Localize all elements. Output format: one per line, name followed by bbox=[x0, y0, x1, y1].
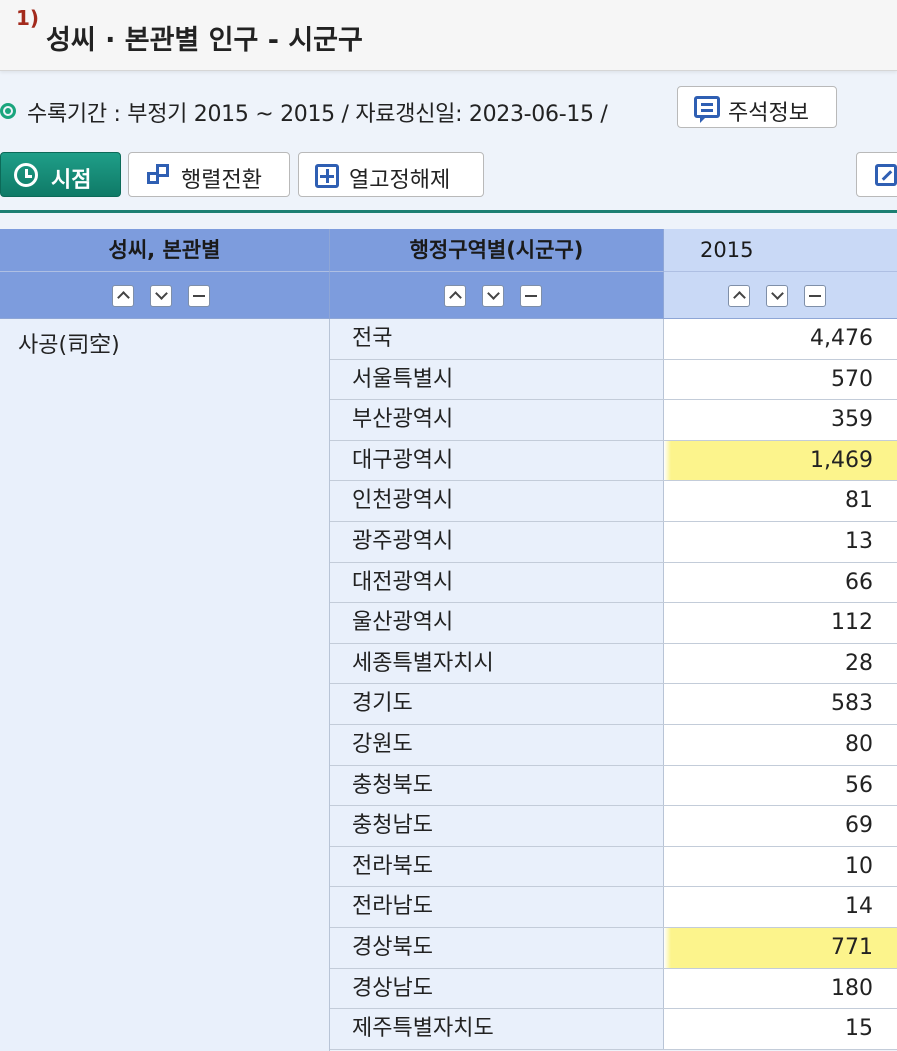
table-row: 전국 4,476 bbox=[330, 319, 897, 360]
info-row: 수록기간 : 부정기 2015 ~ 2015 / 자료갱신일: 2023-06-… bbox=[0, 84, 897, 136]
sort-down-icon[interactable] bbox=[482, 285, 504, 307]
region-cell: 광주광역시 bbox=[330, 522, 664, 562]
comment-icon bbox=[694, 96, 720, 123]
surname-column: 사공(司空) bbox=[0, 319, 330, 1051]
region-cell: 세종특별자치시 bbox=[330, 643, 664, 684]
remove-icon[interactable] bbox=[188, 285, 210, 307]
surname-cell: 사공(司空) bbox=[18, 333, 120, 358]
region-cell: 경기도 bbox=[330, 684, 664, 724]
value-cell: 10 bbox=[664, 846, 897, 887]
value-cell: 583 bbox=[664, 684, 897, 724]
pivot-label: 행렬전환 bbox=[181, 168, 262, 193]
data-table: 성씨, 본관별 행정구역별(시군구) 2015 사공(司空) 전국 4,476 서울… bbox=[0, 229, 897, 1051]
value-cell: 771 bbox=[664, 928, 897, 968]
sort-controls-year bbox=[664, 271, 897, 319]
value-cell: 180 bbox=[664, 968, 897, 1009]
table-row: 서울특별시 570 bbox=[330, 359, 897, 401]
value-cell: 14 bbox=[664, 887, 897, 927]
column-header-surname[interactable]: 성씨, 본관별 bbox=[0, 229, 330, 271]
page-title: 성씨 · 본관별 인구 - 시군구 bbox=[46, 25, 363, 56]
table-row: 울산광역시 112 bbox=[330, 603, 897, 644]
region-cell: 강원도 bbox=[330, 725, 664, 765]
radio-dot-icon bbox=[0, 103, 16, 119]
sort-controls-surname bbox=[0, 271, 330, 319]
remove-icon[interactable] bbox=[804, 285, 826, 307]
region-cell: 충청북도 bbox=[330, 765, 664, 806]
region-cell: 서울특별시 bbox=[330, 359, 664, 400]
value-cell: 359 bbox=[664, 400, 897, 440]
table-body: 사공(司空) 전국 4,476 서울특별시 570 부산광역시 359 대구광역시 1,469… bbox=[0, 319, 897, 1051]
table-row: 대전광역시 66 bbox=[330, 562, 897, 604]
value-cell: 69 bbox=[664, 806, 897, 846]
table-row: 제주특별자치도 15 bbox=[330, 1009, 897, 1050]
expand-button[interactable] bbox=[856, 152, 897, 197]
table-row: 경상남도 180 bbox=[330, 968, 897, 1010]
value-cell: 81 bbox=[664, 481, 897, 521]
sort-up-icon[interactable] bbox=[112, 285, 134, 307]
sort-up-icon[interactable] bbox=[444, 285, 466, 307]
region-cell: 인천광역시 bbox=[330, 481, 664, 521]
value-cell: 56 bbox=[664, 765, 897, 806]
table-row: 강원도 80 bbox=[330, 725, 897, 766]
clock-icon bbox=[14, 163, 38, 187]
region-cell: 대전광역시 bbox=[330, 562, 664, 603]
region-cell: 제주특별자치도 bbox=[330, 1009, 664, 1049]
region-cell: 충청남도 bbox=[330, 806, 664, 846]
title-bar: 1) 성씨 · 본관별 인구 - 시군구 bbox=[0, 0, 897, 71]
value-cell: 28 bbox=[664, 643, 897, 684]
table-row: 전라북도 10 bbox=[330, 846, 897, 888]
table-row: 대구광역시 1,469 bbox=[330, 440, 897, 482]
table-row: 광주광역시 13 bbox=[330, 522, 897, 563]
remove-icon[interactable] bbox=[520, 285, 542, 307]
period-info: 수록기간 : 부정기 2015 ~ 2015 / 자료갱신일: 2023-06-… bbox=[27, 102, 608, 127]
table-row: 경상북도 771 bbox=[330, 928, 897, 969]
table-row: 인천광역시 81 bbox=[330, 481, 897, 522]
unfix-icon bbox=[315, 164, 339, 188]
unfix-columns-button[interactable]: 열고정해제 bbox=[298, 152, 484, 197]
expand-icon bbox=[875, 164, 897, 186]
value-cell: 4,476 bbox=[664, 319, 897, 359]
region-cell: 울산광역시 bbox=[330, 603, 664, 643]
table-row: 경기도 583 bbox=[330, 684, 897, 725]
time-point-label: 시점 bbox=[51, 168, 92, 193]
time-point-button[interactable]: 시점 bbox=[0, 152, 121, 197]
pivot-button[interactable]: 행렬전환 bbox=[128, 152, 290, 197]
value-cell: 112 bbox=[664, 603, 897, 643]
region-cell: 전라북도 bbox=[330, 846, 664, 887]
note-info-label: 주석정보 bbox=[728, 101, 809, 126]
divider bbox=[0, 210, 897, 213]
pivot-icon bbox=[147, 164, 173, 188]
region-cell: 경상남도 bbox=[330, 968, 664, 1009]
table-row: 충청북도 56 bbox=[330, 765, 897, 807]
unfix-columns-label: 열고정해제 bbox=[349, 168, 451, 193]
sort-controls-region bbox=[330, 271, 664, 319]
sort-down-icon[interactable] bbox=[766, 285, 788, 307]
sort-up-icon[interactable] bbox=[728, 285, 750, 307]
value-cell: 13 bbox=[664, 522, 897, 562]
region-cell: 전국 bbox=[330, 319, 664, 359]
value-cell: 66 bbox=[664, 562, 897, 603]
table-row: 전라남도 14 bbox=[330, 887, 897, 928]
table-row: 충청남도 69 bbox=[330, 806, 897, 847]
sort-down-icon[interactable] bbox=[150, 285, 172, 307]
region-cell: 대구광역시 bbox=[330, 440, 664, 481]
column-header-year[interactable]: 2015 bbox=[664, 229, 897, 271]
toolbar: 시점 행렬전환 열고정해제 bbox=[0, 152, 897, 202]
title-number: 1) bbox=[16, 6, 40, 30]
column-header-region[interactable]: 행정구역별(시군구) bbox=[330, 229, 664, 271]
region-cell: 경상북도 bbox=[330, 928, 664, 968]
value-cell: 80 bbox=[664, 725, 897, 765]
value-cell: 1,469 bbox=[664, 440, 897, 481]
value-cell: 15 bbox=[664, 1009, 897, 1049]
table-row: 세종특별자치시 28 bbox=[330, 643, 897, 685]
value-cell: 570 bbox=[664, 359, 897, 400]
table-row: 부산광역시 359 bbox=[330, 400, 897, 441]
region-cell: 전라남도 bbox=[330, 887, 664, 927]
note-info-button[interactable]: 주석정보 bbox=[677, 86, 837, 128]
region-cell: 부산광역시 bbox=[330, 400, 664, 440]
